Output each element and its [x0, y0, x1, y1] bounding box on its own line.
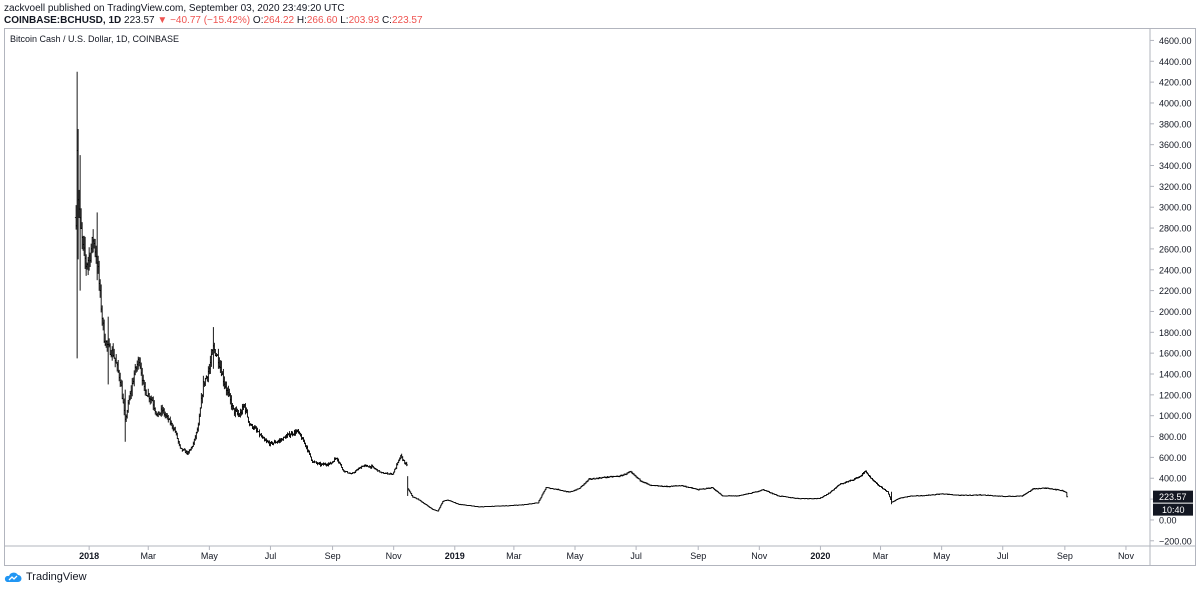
y-tick-label: 600.00 [1159, 453, 1187, 463]
x-tick-label: Mar [140, 551, 156, 561]
y-tick-label: 1600.00 [1159, 349, 1192, 359]
close-value: 223.57 [391, 15, 423, 26]
y-tick-label: 2200.00 [1159, 286, 1192, 296]
chart-title: Bitcoin Cash / U.S. Dollar, 1D, COINBASE [10, 34, 179, 44]
open-label: O: [252, 15, 264, 26]
last-price-badge [1153, 490, 1193, 503]
y-tick-label: 1400.00 [1159, 370, 1192, 380]
x-tick-label: May [566, 551, 584, 561]
y-tick-label: 4000.00 [1159, 98, 1192, 108]
y-tick-label: 3000.00 [1159, 203, 1192, 213]
low-label: L: [340, 15, 349, 26]
chart-frame[interactable] [4, 28, 1196, 566]
last-price: 223.57 [124, 15, 155, 26]
tradingview-logo[interactable]: TradingView [4, 570, 87, 584]
y-tick-label: 800.00 [1159, 432, 1187, 442]
y-tick-label: 4200.00 [1159, 78, 1192, 88]
x-tick-label: Jul [630, 551, 642, 561]
y-tick-label: 3600.00 [1159, 140, 1192, 150]
y-tick-label: 4600.00 [1159, 36, 1192, 46]
x-tick-label: Jul [265, 551, 277, 561]
x-tick-label: 2019 [445, 551, 465, 561]
change-arrow-icon: ▼ [157, 15, 168, 26]
y-tick-label: −200.00 [1159, 536, 1192, 546]
ohlc-line: COINBASE:BCHUSD, 1D 223.57 ▼ −40.77 (−15… [4, 15, 423, 27]
y-tick-label: 3800.00 [1159, 119, 1192, 129]
tradingview-cloud-icon [4, 572, 22, 582]
x-tick-label: May [933, 551, 951, 561]
y-tick-label: 400.00 [1159, 474, 1187, 484]
high-label: H: [296, 15, 307, 26]
tradingview-brand: TradingView [26, 571, 87, 583]
y-tick-label: 3200.00 [1159, 182, 1192, 192]
y-tick-label: 4400.00 [1159, 57, 1192, 67]
x-tick-label: Jul [997, 551, 1009, 561]
x-tick-label: Sep [690, 551, 706, 561]
y-tick-label: 2400.00 [1159, 265, 1192, 275]
low-value: 203.93 [348, 15, 380, 26]
countdown-badge [1153, 503, 1193, 516]
y-tick-label: 1200.00 [1159, 390, 1192, 400]
x-tick-label: 2020 [810, 551, 830, 561]
x-tick-label: Nov [386, 551, 403, 561]
x-tick-label: Mar [506, 551, 522, 561]
x-tick-label: Mar [873, 551, 889, 561]
y-tick-label: 2600.00 [1159, 244, 1192, 254]
x-tick-label: May [201, 551, 219, 561]
publish-line: zackvoell published on TradingView.com, … [4, 3, 345, 14]
x-tick-label: Nov [751, 551, 768, 561]
last-price-badge-label: 223.57 [1159, 492, 1187, 502]
x-tick-label: Sep [1057, 551, 1073, 561]
open-value: 264.22 [263, 15, 295, 26]
change-value: −40.77 (−15.42%) [170, 15, 251, 26]
x-tick-label: Nov [1118, 551, 1135, 561]
y-tick-label: 0.00 [1159, 515, 1177, 525]
countdown-badge-label: 10:40 [1162, 505, 1185, 515]
symbol-label: COINBASE:BCHUSD, 1D [4, 15, 122, 26]
y-tick-label: 1800.00 [1159, 328, 1192, 338]
y-tick-label: 2800.00 [1159, 224, 1192, 234]
x-tick-label: Sep [325, 551, 341, 561]
y-tick-label: 1000.00 [1159, 411, 1192, 421]
close-label: C: [381, 15, 392, 26]
y-tick-label: 2000.00 [1159, 307, 1192, 317]
y-tick-label: 3400.00 [1159, 161, 1192, 171]
high-value: 266.60 [306, 15, 338, 26]
x-tick-label: 2018 [79, 551, 99, 561]
